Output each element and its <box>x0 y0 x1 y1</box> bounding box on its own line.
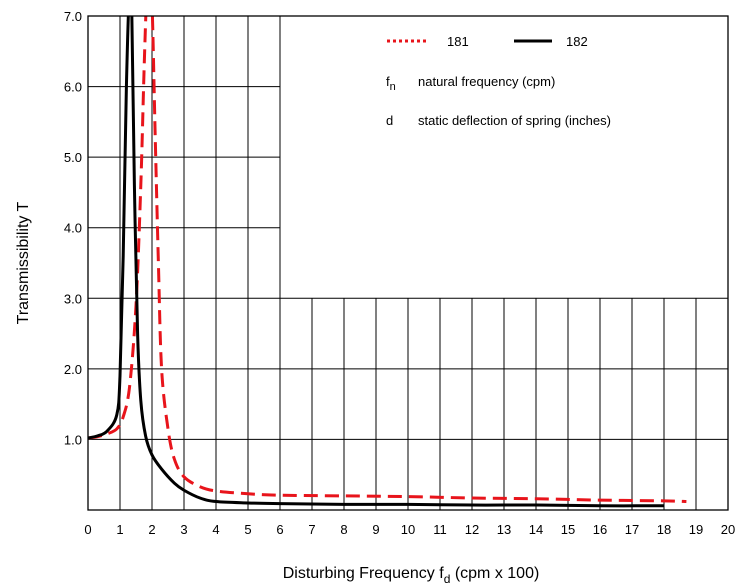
y-axis-label: Transmissibility T <box>15 201 32 324</box>
x-tick-label: 0 <box>84 522 91 537</box>
x-axis-label-units: (cpm x 100) <box>455 565 539 582</box>
y-tick-label: 6.0 <box>64 80 82 95</box>
y-tick-label: 4.0 <box>64 221 82 236</box>
x-tick-labels: 0 1 2 3 4 5 6 7 8 9 10 11 12 13 14 15 16 17 18 19 20 <box>84 522 735 537</box>
x-tick-label: 19 <box>689 522 703 537</box>
x-tick-label: 17 <box>625 522 639 537</box>
x-tick-label: 14 <box>529 522 543 537</box>
series-line-181 <box>88 16 687 504</box>
x-axis-label-text: Disturbing Frequency <box>283 565 435 582</box>
x-tick-label: 8 <box>340 522 347 537</box>
series-line-182 <box>88 16 665 508</box>
x-tick-label: 20 <box>721 522 735 537</box>
annotation-d-symbol: d <box>386 113 393 128</box>
annotation-fn-text: natural frequency (cpm) <box>418 74 555 89</box>
y-tick-label: 2.0 <box>64 362 82 377</box>
x-tick-label: 2 <box>148 522 155 537</box>
legend-label-182: 182 <box>566 34 588 49</box>
x-tick-label: 4 <box>212 522 219 537</box>
x-tick-label: 6 <box>276 522 283 537</box>
legend-label-181: 181 <box>447 34 469 49</box>
x-axis-label-symbol: f <box>439 565 444 582</box>
x-tick-label: 9 <box>372 522 379 537</box>
x-axis-label: Disturbing Frequency fd (cpm x 100) <box>283 565 540 586</box>
series-layer <box>88 16 687 508</box>
x-tick-label: 3 <box>180 522 187 537</box>
grid-lines <box>88 16 728 510</box>
x-tick-label: 5 <box>244 522 251 537</box>
x-tick-label: 12 <box>465 522 479 537</box>
x-tick-label: 13 <box>497 522 511 537</box>
y-tick-label: 5.0 <box>64 150 82 165</box>
y-tick-label: 7.0 <box>64 9 82 24</box>
y-tick-label: 1.0 <box>64 432 82 447</box>
x-axis-label-subscript: d <box>444 572 451 586</box>
annotation-d-text: static deflection of spring (inches) <box>418 113 611 128</box>
y-tick-labels: 1.0 2.0 3.0 4.0 5.0 6.0 7.0 <box>64 9 82 447</box>
x-tick-label: 15 <box>561 522 575 537</box>
plot-frame <box>87 15 729 511</box>
annotation-fn-symbol: fn <box>386 74 396 93</box>
y-tick-label: 3.0 <box>64 291 82 306</box>
legend: 181 182 <box>387 34 588 49</box>
x-tick-label: 10 <box>401 522 415 537</box>
annotations: fn natural frequency (cpm) d static defl… <box>386 74 611 128</box>
x-tick-label: 1 <box>116 522 123 537</box>
x-tick-label: 18 <box>657 522 671 537</box>
x-tick-label: 11 <box>433 522 447 537</box>
x-tick-label: 16 <box>593 522 607 537</box>
x-tick-label: 7 <box>308 522 315 537</box>
